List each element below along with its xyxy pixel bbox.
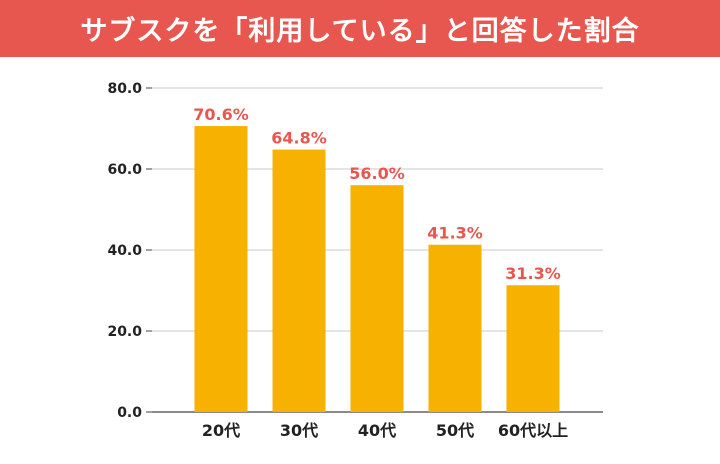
bar-5	[506, 285, 560, 412]
bar-2	[272, 149, 326, 412]
y-tick-label: 20.0	[107, 324, 142, 340]
title-banner: サブスクを「利用している」と回答した割合	[0, 0, 720, 57]
x-tick-label: 50代	[436, 421, 474, 440]
data-label: 70.6%	[193, 105, 249, 124]
y-tick-label: 60.0	[107, 162, 142, 178]
bar-3	[350, 185, 404, 412]
data-label: 56.0%	[349, 164, 405, 183]
data-label: 41.3%	[427, 224, 483, 243]
bar-4	[428, 244, 482, 412]
x-tick-label: 40代	[358, 421, 396, 440]
chart-title: サブスクを「利用している」と回答した割合	[80, 16, 640, 47]
chart-area: 0.0 20.0 40.0 60.0 80.0 70.6% 20代 64.8% 30代 56.0%…	[0, 57, 720, 460]
y-tick-label: 40.0	[107, 243, 142, 259]
data-label: 64.8%	[271, 129, 327, 148]
bar-1	[194, 126, 248, 412]
bar-chart: 0.0 20.0 40.0 60.0 80.0 70.6% 20代 64.8% 30代 56.0%…	[107, 81, 603, 440]
x-tick-label: 30代	[280, 421, 318, 440]
x-tick-label: 20代	[202, 421, 240, 440]
data-label: 31.3%	[505, 264, 561, 283]
y-tick-label: 0.0	[117, 405, 142, 421]
y-tick-label: 80.0	[107, 81, 142, 97]
x-tick-label: 60代以上	[498, 421, 568, 440]
